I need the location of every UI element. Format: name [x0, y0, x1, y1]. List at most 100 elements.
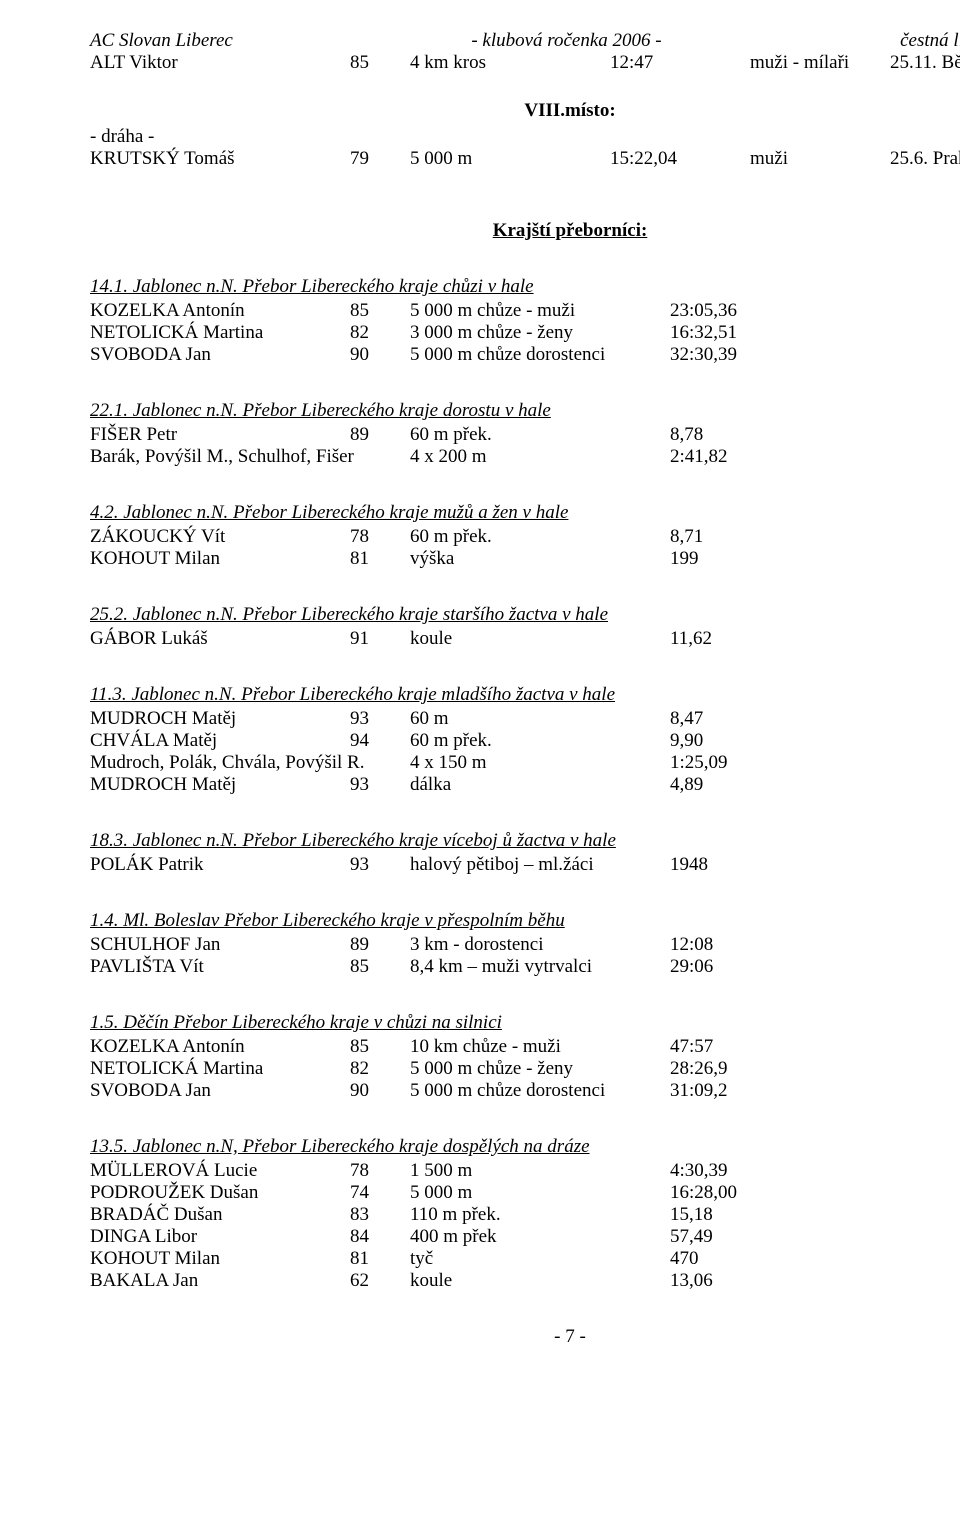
athlete-name: POLÁK Patrik: [90, 854, 350, 876]
athlete-age: 89: [350, 424, 410, 446]
athlete-name: KOHOUT Milan: [90, 548, 350, 570]
header-right: čestná listina vítězů: [900, 30, 960, 52]
athlete-age: 78: [350, 526, 410, 548]
athlete-name: SVOBODA Jan: [90, 344, 350, 366]
result-value: 47:57: [670, 1036, 960, 1058]
event-date-location: 4.2. Jablonec n.N.: [90, 502, 233, 523]
result-row: SVOBODA Jan905 000 m chůze dorostenci31:…: [90, 1080, 960, 1102]
result-row: MUDROCH Matěj93dálka4,89: [90, 774, 960, 796]
athlete-name: MÜLLEROVÁ Lucie: [90, 1160, 350, 1182]
athlete-name: Barák, Povýšil M., Schulhof, Fišer: [90, 446, 410, 468]
athlete-name: ALT Viktor: [90, 52, 350, 74]
athlete-age: 94: [350, 730, 410, 752]
event-name: 400 m přek: [410, 1226, 670, 1248]
result-value: 470: [670, 1248, 960, 1270]
result-row: BRADÁČ Dušan83110 m přek.15,18: [90, 1204, 960, 1226]
result-value: 2:41,82: [670, 446, 960, 468]
result-value: 31:09,2: [670, 1080, 960, 1102]
event-name: 60 m přek.: [410, 424, 670, 446]
result-value: 23:05,36: [670, 300, 960, 322]
result-value: 4:30,39: [670, 1160, 960, 1182]
result-value: 29:06: [670, 956, 960, 978]
event-name: 110 m přek.: [410, 1204, 670, 1226]
result-row: KOHOUT Milan81výška199: [90, 548, 960, 570]
athlete-name: NETOLICKÁ Martina: [90, 1058, 350, 1080]
athlete-age: 90: [350, 344, 410, 366]
result-value: 8,71: [670, 526, 960, 548]
category: muži: [750, 148, 890, 170]
result-value: 12:47: [610, 52, 750, 74]
event-header: 13.5. Jablonec n.N, Přebor Libereckého k…: [90, 1136, 960, 1158]
event-title: Přebor Libereckého kraje v chůzi na siln…: [173, 1012, 502, 1033]
event-title: Přebor Libereckého kraje v přespolním bě…: [224, 910, 565, 931]
result-row: SVOBODA Jan905 000 m chůze dorostenci32:…: [90, 344, 960, 366]
event-name: 3 000 m chůze - ženy: [410, 322, 670, 344]
event-name: 60 m přek.: [410, 526, 670, 548]
event-date-location: 25.2. Jablonec n.N.: [90, 604, 243, 625]
result-row: KOHOUT Milan81tyč470: [90, 1248, 960, 1270]
athlete-name: MUDROCH Matěj: [90, 774, 350, 796]
athlete-age: 81: [350, 548, 410, 570]
result-row: SCHULHOF Jan893 km - dorostenci12:08: [90, 934, 960, 956]
event-title: Přebor Libereckého kraje mužů a žen v ha…: [233, 502, 568, 523]
athlete-name: BAKALA Jan: [90, 1270, 350, 1292]
result-row: DINGA Libor84400 m přek57,49: [90, 1226, 960, 1248]
extra-info: 25.11. Bělá n.Radb.: [890, 52, 960, 74]
result-value: 1:25,09: [670, 752, 960, 774]
result-value: 57,49: [670, 1226, 960, 1248]
athlete-name: KOZELKA Antonín: [90, 1036, 350, 1058]
event-header: 1.5. Děčín Přebor Libereckého kraje v ch…: [90, 1012, 960, 1034]
athlete-age: 83: [350, 1204, 410, 1226]
event-header: 1.4. Ml. Boleslav Přebor Libereckého kra…: [90, 910, 960, 932]
event-header: 14.1. Jablonec n.N. Přebor Libereckého k…: [90, 276, 960, 298]
athlete-age: 93: [350, 774, 410, 796]
result-value: 8,47: [670, 708, 960, 730]
event-title: Přebor Libereckého kraje chůzi v hale: [243, 276, 534, 297]
event-name: 10 km chůze - muži: [410, 1036, 670, 1058]
result-row: MÜLLEROVÁ Lucie781 500 m4:30,39: [90, 1160, 960, 1182]
result-value: 16:28,00: [670, 1182, 960, 1204]
result-value: 4,89: [670, 774, 960, 796]
result-value: 28:26,9: [670, 1058, 960, 1080]
regional-title: Krajští přeborníci:: [90, 220, 960, 242]
event-name: dálka: [410, 774, 670, 796]
event-name: 1 500 m: [410, 1160, 670, 1182]
athlete-age: 89: [350, 934, 410, 956]
event-header: 22.1. Jablonec n.N. Přebor Libereckého k…: [90, 400, 960, 422]
event-name: koule: [410, 1270, 670, 1292]
event-date-location: 1.5. Děčín: [90, 1012, 173, 1033]
result-row: FIŠER Petr8960 m přek.8,78: [90, 424, 960, 446]
athlete-age: 93: [350, 708, 410, 730]
event-title: Přebor Libereckého kraje dospělých na dr…: [243, 1136, 590, 1157]
result-value: 1948: [670, 854, 960, 876]
athlete-name: Mudroch, Polák, Chvála, Povýšil R.: [90, 752, 410, 774]
athlete-name: DINGA Libor: [90, 1226, 350, 1248]
event-name: 8,4 km – muži vytrvalci: [410, 956, 670, 978]
athlete-name: GÁBOR Lukáš: [90, 628, 350, 650]
event-name: halový pětiboj – ml.žáci: [410, 854, 670, 876]
event-name: 5 000 m chůze - muži: [410, 300, 670, 322]
result-row: BAKALA Jan62koule13,06: [90, 1270, 960, 1292]
athlete-age: 93: [350, 854, 410, 876]
result-value: 9,90: [670, 730, 960, 752]
athlete-age: 78: [350, 1160, 410, 1182]
athlete-age: 90: [350, 1080, 410, 1102]
athlete-name: FIŠER Petr: [90, 424, 350, 446]
athlete-age: 91: [350, 628, 410, 650]
result-row: CHVÁLA Matěj9460 m přek.9,90: [90, 730, 960, 752]
result-row: KOZELKA Antonín8510 km chůze - muži47:57: [90, 1036, 960, 1058]
event-name: 5 000 m chůze - ženy: [410, 1058, 670, 1080]
athlete-age: 74: [350, 1182, 410, 1204]
event-name: 60 m: [410, 708, 670, 730]
event-header: 4.2. Jablonec n.N. Přebor Libereckého kr…: [90, 502, 960, 524]
event-name: 3 km - dorostenci: [410, 934, 670, 956]
event-title: Přebor Libereckého kraje víceboj ů žactv…: [243, 830, 616, 851]
extra-info: 25.6. Praha: [890, 148, 960, 170]
result-row: PAVLIŠTA Vít858,4 km – muži vytrvalci29:…: [90, 956, 960, 978]
event-title: Přebor Libereckého kraje staršího žactva…: [243, 604, 609, 625]
result-row: NETOLICKÁ Martina823 000 m chůze - ženy1…: [90, 322, 960, 344]
category: muži - mílaři: [750, 52, 890, 74]
page-footer: - 7 -: [90, 1326, 960, 1348]
result-row: Barák, Povýšil M., Schulhof, Fišer4 x 20…: [90, 446, 960, 468]
section-note: - dráha -: [90, 126, 960, 148]
